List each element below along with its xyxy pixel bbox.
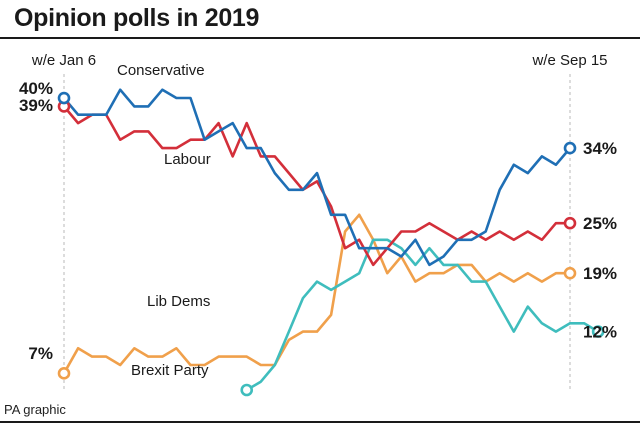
conservative-line <box>62 88 572 267</box>
labour-line <box>62 105 572 267</box>
title-rule <box>0 37 640 39</box>
series-lines <box>62 88 600 392</box>
chart-title: Opinion polls in 2019 <box>14 4 260 32</box>
conservative-end-value: 34% <box>583 139 617 158</box>
lib-dems-start-value: 7% <box>28 344 53 363</box>
conservative-start-marker <box>57 91 71 105</box>
brexit-party-line <box>245 238 600 392</box>
source-credit: PA graphic <box>4 402 66 417</box>
conservative-start-value: 40% <box>19 79 53 98</box>
brexit-party-end-value: 12% <box>583 323 617 342</box>
labour-end-value: 25% <box>583 214 617 233</box>
lib-dems-name-label: Lib Dems <box>147 293 210 310</box>
x-start-label: w/e Jan 6 <box>31 52 96 69</box>
lib-dems-end-value: 19% <box>583 264 617 283</box>
date-guides <box>63 74 571 392</box>
x-end-label: w/e Sep 15 <box>531 52 607 69</box>
brexit-party-end-marker <box>591 325 605 338</box>
labour-start-value: 39% <box>19 96 53 115</box>
series-markers <box>57 91 605 397</box>
labour-name-label: Labour <box>164 151 211 168</box>
lib-dems-end-marker <box>563 266 577 280</box>
brexit-party-name-label: Brexit Party <box>131 362 209 379</box>
brexit-party-start-marker <box>240 383 254 397</box>
series-labels: Conservative Labour Lib Dems Brexit Party 40… <box>19 62 617 379</box>
conservative-end-marker <box>563 141 577 155</box>
bottom-rule <box>0 421 640 423</box>
labour-end-marker <box>563 216 577 230</box>
conservative-name-label: Conservative <box>117 62 205 79</box>
lib-dems-start-marker <box>57 367 71 380</box>
